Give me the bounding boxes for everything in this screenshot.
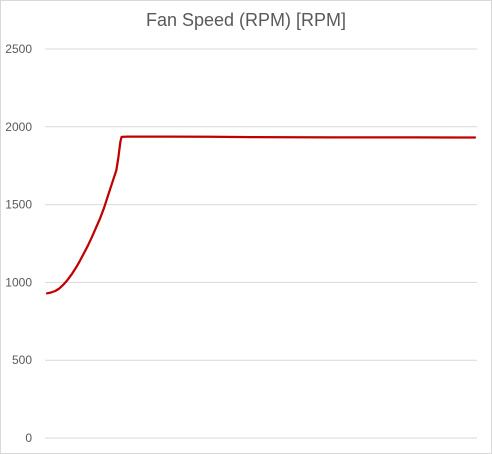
y-tick-label: 2500	[5, 42, 32, 56]
y-tick-label: 0	[25, 431, 32, 445]
y-tick-label: 500	[12, 353, 32, 367]
chart-title: Fan Speed (RPM) [RPM]	[145, 10, 347, 30]
series-line-0	[45, 135, 477, 295]
y-tick-label: 2000	[5, 120, 32, 134]
y-tick-label: 1000	[5, 275, 32, 289]
y-tick-label: 1500	[5, 198, 32, 212]
